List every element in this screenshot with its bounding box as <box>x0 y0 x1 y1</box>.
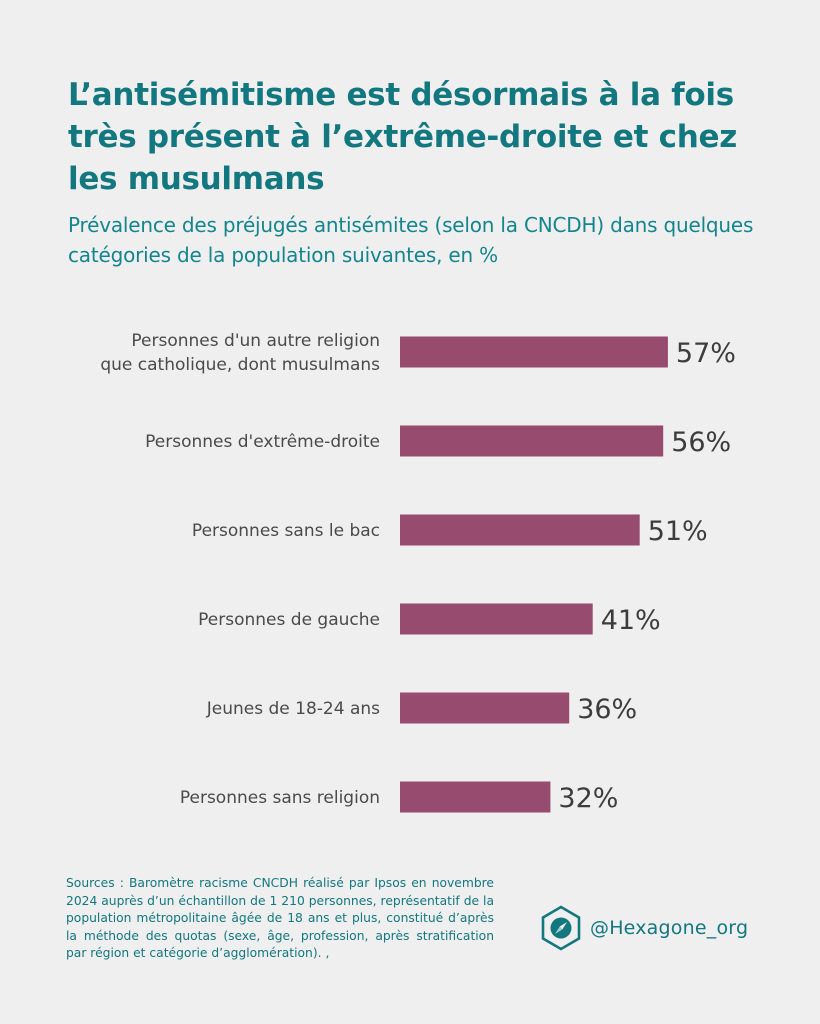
category-label: Personnes d'extrême-droite <box>145 432 380 452</box>
bar <box>400 692 570 724</box>
bar <box>400 603 593 635</box>
hexagon-compass-icon <box>541 905 581 951</box>
value-label: 51% <box>648 516 708 547</box>
chart-subtitle: Prévalence des préjugés antisémites (sel… <box>68 213 754 267</box>
value-label: 56% <box>671 427 731 458</box>
bar <box>400 781 551 813</box>
brand: @Hexagone_org <box>540 905 748 951</box>
category-label: Jeunes de 18-24 ans <box>206 699 380 719</box>
bar <box>400 425 664 457</box>
value-label: 32% <box>558 783 618 814</box>
category-label: Personnes de gauche <box>198 610 380 630</box>
value-label: 36% <box>577 694 637 725</box>
chart-title: L’antisémitisme est désormais à la fois … <box>68 77 737 197</box>
category-label: Personnes sans le bac <box>192 521 380 541</box>
brand-handle: @Hexagone_org <box>590 917 749 939</box>
bar-chart: Personnes d'un autre religion que catholi… <box>100 331 736 814</box>
value-label: 57% <box>676 338 736 369</box>
category-label: Personnes d'un autre religion que catholi… <box>100 331 380 375</box>
bar <box>400 336 668 368</box>
value-label: 41% <box>601 605 661 636</box>
bar <box>400 514 640 546</box>
sources-note: Sources : Baromètre racisme CNCDH réalis… <box>66 876 494 960</box>
category-label: Personnes sans religion <box>180 788 380 808</box>
